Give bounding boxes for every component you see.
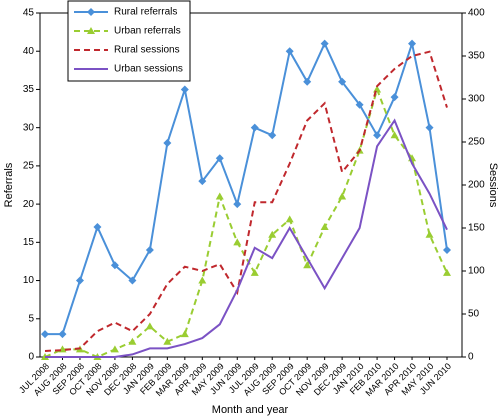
data-point <box>390 131 399 139</box>
y-tick-label: 25 <box>23 161 35 172</box>
data-point <box>110 261 119 270</box>
data-point <box>408 39 417 48</box>
data-point <box>443 245 451 254</box>
series-line <box>45 118 448 358</box>
data-point <box>285 47 294 56</box>
y2-tick-label: 0 <box>468 352 474 363</box>
data-point <box>250 268 259 276</box>
y-tick-label: 20 <box>23 199 35 210</box>
data-point <box>110 345 119 353</box>
data-point <box>163 138 172 147</box>
data-point <box>198 177 207 186</box>
data-point <box>163 337 172 345</box>
legend-marker <box>87 27 95 34</box>
legend-marker <box>87 8 95 16</box>
data-point <box>338 192 347 200</box>
x-axis-label: Month and year <box>212 404 289 416</box>
y2-tick-label: 100 <box>468 266 485 277</box>
series-line <box>44 86 448 359</box>
data-point <box>75 276 84 285</box>
y2-tick-label: 200 <box>468 180 485 191</box>
y-tick-label: 40 <box>23 46 35 57</box>
data-point <box>58 330 67 339</box>
data-point <box>128 337 137 345</box>
y2-axis-label: Sessions <box>487 163 499 208</box>
series-line <box>44 50 448 352</box>
y-tick-label: 5 <box>28 313 34 324</box>
y-tick-label: 45 <box>23 8 35 19</box>
data-point <box>145 322 154 330</box>
legend-label: Rural sessions <box>114 45 180 56</box>
data-point <box>303 261 312 269</box>
data-point <box>41 330 49 339</box>
y-tick-label: 15 <box>23 237 35 248</box>
data-point <box>303 77 312 86</box>
data-point <box>215 192 224 200</box>
data-point <box>93 223 102 232</box>
data-point <box>338 77 347 86</box>
data-point <box>355 100 364 109</box>
y2-tick-label: 150 <box>468 223 485 234</box>
data-point <box>320 39 329 48</box>
data-point <box>198 276 207 284</box>
data-point <box>250 123 259 132</box>
y-tick-label: 35 <box>23 84 35 95</box>
data-point <box>425 123 434 132</box>
data-point <box>233 200 242 209</box>
y2-tick-label: 400 <box>468 8 485 19</box>
y-tick-label: 10 <box>23 275 35 286</box>
y2-tick-label: 50 <box>468 309 480 320</box>
legend-label: Rural referrals <box>114 7 177 18</box>
data-point <box>233 238 242 246</box>
data-point <box>268 230 277 238</box>
y2-tick-label: 300 <box>468 94 485 105</box>
series-line <box>45 39 448 336</box>
data-point <box>180 85 189 94</box>
legend-box <box>67 0 191 82</box>
y-tick-label: 0 <box>28 352 34 363</box>
data-point <box>128 276 137 285</box>
data-point <box>215 154 224 163</box>
data-point <box>373 131 382 140</box>
y2-tick-label: 250 <box>468 137 485 148</box>
data-point <box>268 131 277 140</box>
legend-label: Urban referrals <box>114 26 181 37</box>
data-point <box>443 268 451 276</box>
y-tick-label: 30 <box>23 122 35 133</box>
y2-tick-label: 350 <box>468 51 485 62</box>
data-point <box>425 230 434 238</box>
data-point <box>390 93 399 102</box>
data-point <box>180 330 189 338</box>
legend-label: Urban sessions <box>114 64 183 75</box>
data-point <box>320 223 329 231</box>
data-point <box>145 245 154 254</box>
data-point <box>285 215 294 223</box>
y-axis-label: Referrals <box>3 162 15 207</box>
